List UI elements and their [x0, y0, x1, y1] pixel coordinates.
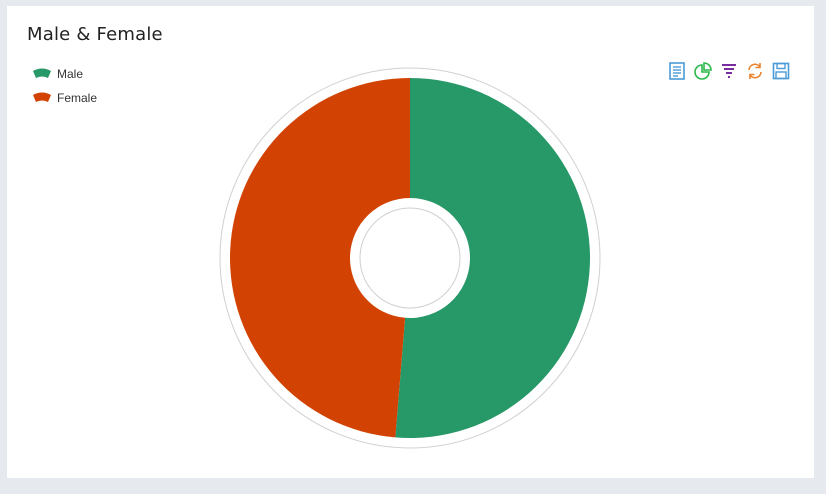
pie-type-icon[interactable]: [693, 61, 713, 81]
legend-label-male: Male: [57, 67, 84, 81]
donut-slices: [229, 78, 590, 438]
data-view-icon[interactable]: [667, 61, 687, 81]
save-image-icon[interactable]: [771, 61, 791, 81]
legend-item-male[interactable]: Male: [32, 62, 97, 86]
filter-icon[interactable]: [719, 61, 739, 81]
inner-ring: [359, 207, 461, 309]
slice-female[interactable]: [229, 78, 410, 438]
legend-item-female[interactable]: Female: [32, 86, 97, 110]
legend: Male Female: [32, 62, 97, 110]
toolbox: [667, 61, 791, 81]
legend-label-female: Female: [57, 91, 98, 105]
donut-chart: [219, 67, 601, 449]
outer-ring: [219, 67, 601, 449]
chart-title: Male & Female: [27, 24, 163, 45]
legend-swatch-male: [33, 68, 51, 78]
slice-male[interactable]: [395, 78, 590, 438]
legend-swatch-female: [33, 92, 51, 102]
chart-card: Male & Female Male Female: [7, 6, 814, 478]
refresh-icon[interactable]: [745, 61, 765, 81]
